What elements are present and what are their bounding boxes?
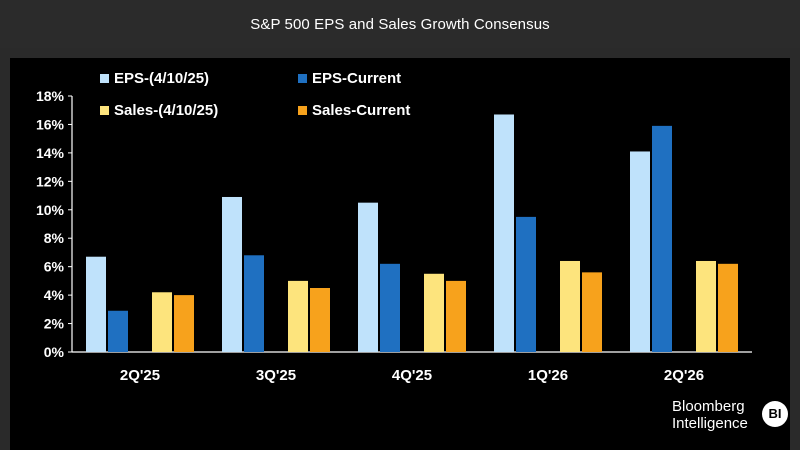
bar-sales-4-10-25-1q26 [560,260,580,352]
bar-sales-current-2q25 [174,295,194,352]
x-category-label: 3Q'25 [256,367,296,384]
bar-eps-current-2q26 [652,125,672,352]
y-tick-label: 10% [36,202,65,218]
y-tick-label: 16% [36,116,65,132]
legend-swatch [100,74,109,83]
y-tick-label: 12% [36,173,65,189]
legend-label: Sales-(4/10/25) [114,102,218,119]
legend-swatch [100,106,109,115]
legend-label: Sales-Current [312,102,410,119]
bar-sales-4-10-25-4q25 [424,273,444,352]
x-category-label: 2Q'26 [664,367,704,384]
y-tick-label: 6% [44,259,65,275]
bar-sales-4-10-25-2q25 [152,292,172,352]
bar-eps-current-3q25 [244,255,264,352]
bar-eps-4-10-25-4q25 [358,202,378,352]
bar-eps-current-2q25 [108,310,128,352]
brand-line-2: Intelligence [672,415,748,432]
brand-logo: Bloomberg Intelligence [672,398,748,432]
y-tick-label: 0% [44,344,65,360]
y-tick-label: 2% [44,316,65,332]
bar-eps-4-10-25-2q25 [86,256,106,352]
x-category-label: 2Q'25 [120,367,160,384]
y-tick-label: 4% [44,287,65,303]
y-tick-label: 14% [36,145,65,161]
bar-eps-4-10-25-1q26 [494,114,514,352]
x-category-label: 4Q'25 [392,367,432,384]
bar-sales-current-4q25 [446,280,466,352]
bar-eps-4-10-25-2q26 [630,151,650,352]
bar-sales-current-3q25 [310,288,330,352]
brand-line-1: Bloomberg [672,398,745,415]
chart-title: S&P 500 EPS and Sales Growth Consensus [250,15,550,33]
legend-label: EPS-Current [312,70,401,87]
brand-badge-icon: BI [762,401,788,427]
legend-swatch [298,74,307,83]
bar-eps-4-10-25-3q25 [222,196,242,352]
legend-swatch [298,106,307,115]
bar-sales-4-10-25-2q26 [696,260,716,352]
title-bar: S&P 500 EPS and Sales Growth Consensus [0,0,800,48]
legend-label: EPS-(4/10/25) [114,70,209,87]
y-tick-label: 8% [44,230,65,246]
y-tick-label: 18% [36,88,65,104]
bar-sales-4-10-25-3q25 [288,280,308,352]
bar-eps-current-4q25 [380,263,400,352]
bar-eps-current-1q26 [516,216,536,352]
bar-sales-current-1q26 [582,272,602,352]
bar-sales-current-2q26 [718,263,738,352]
x-category-label: 1Q'26 [528,367,568,384]
